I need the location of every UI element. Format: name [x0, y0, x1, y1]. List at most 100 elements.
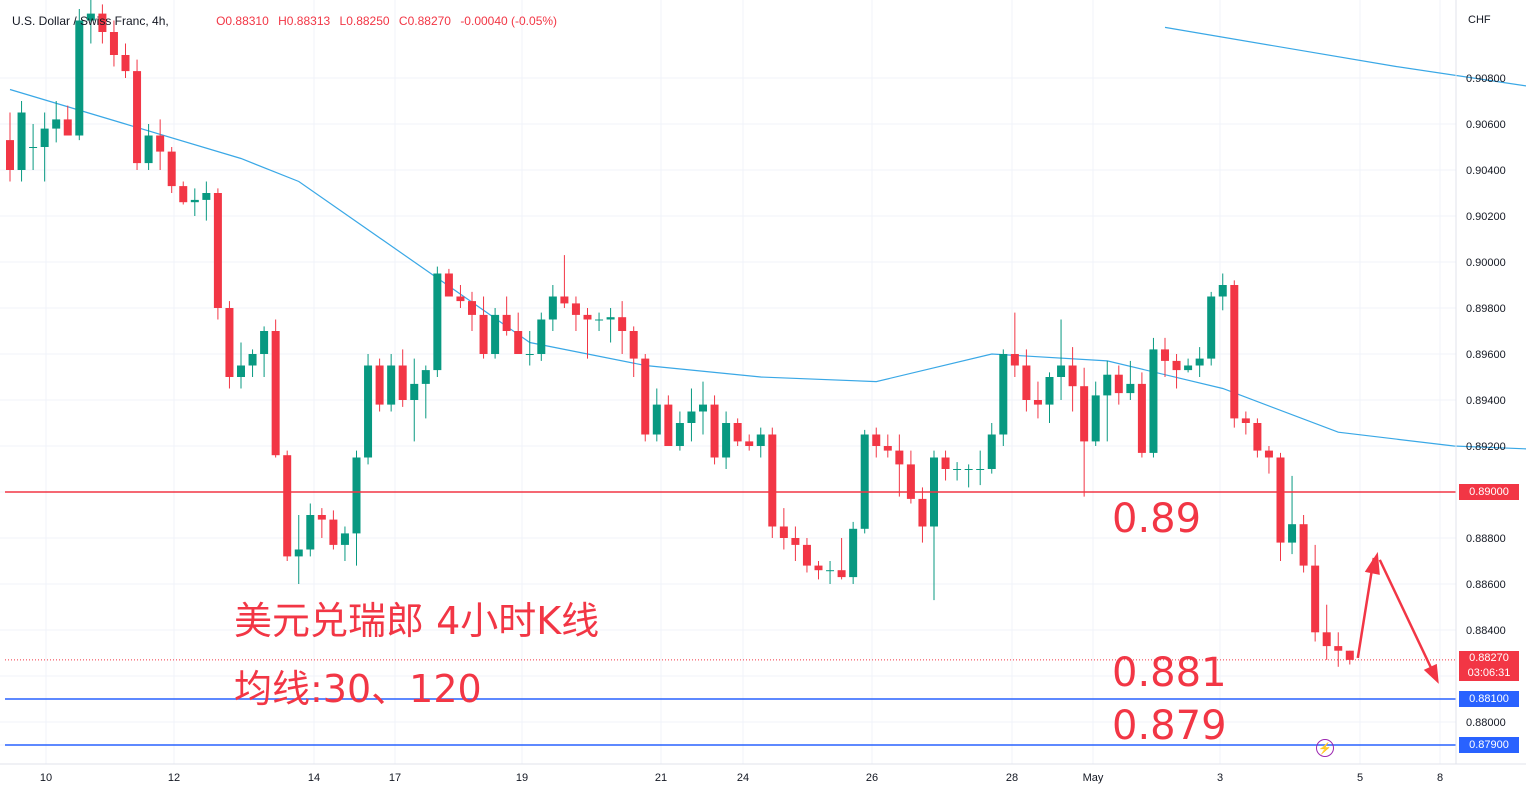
- candle-body: [1230, 285, 1239, 419]
- candle-body: [179, 186, 188, 203]
- candle-body: [86, 13, 95, 21]
- candle-body: [364, 365, 373, 458]
- candle-body: [283, 455, 292, 557]
- ma30-line: [9, 88, 1526, 450]
- candle-body: [225, 308, 234, 377]
- chart-title-annotation[interactable]: 美元兑瑞郎 4小时K线: [234, 599, 600, 643]
- candle-body: [791, 538, 800, 545]
- candle: [387, 354, 396, 412]
- candle: [40, 112, 49, 182]
- candle-body: [1276, 457, 1285, 543]
- forecast-arrows[interactable]: [1356, 551, 1439, 684]
- candle: [1126, 360, 1135, 400]
- candle: [6, 112, 14, 182]
- candle: [121, 43, 130, 78]
- candle: [225, 301, 234, 389]
- candle-body: [814, 565, 823, 571]
- candle-body: [1299, 524, 1308, 566]
- candle-body: [895, 450, 904, 465]
- candle-body: [1126, 383, 1135, 394]
- candle-body: [1045, 377, 1054, 405]
- time-tick-label: 3: [1217, 772, 1223, 784]
- candle-body: [514, 331, 523, 354]
- candle-body: [98, 13, 107, 33]
- candle-body: [1207, 296, 1216, 359]
- candle-body: [248, 354, 257, 366]
- candle-body: [595, 319, 604, 321]
- candle: [837, 538, 846, 580]
- candle: [190, 188, 199, 216]
- candle-body: [860, 434, 869, 529]
- candle: [167, 147, 176, 193]
- candle-body: [1218, 285, 1227, 297]
- level-089-annotation[interactable]: 0.89: [1112, 496, 1202, 542]
- arrow-up-head: [1364, 551, 1380, 575]
- candle: [791, 526, 800, 561]
- time-tick-label: May: [1083, 772, 1104, 784]
- horizontal-levels[interactable]: [5, 491, 1456, 746]
- candle: [768, 427, 777, 538]
- candle-body: [237, 365, 245, 377]
- candle-body: [444, 273, 453, 297]
- candle: [1299, 515, 1308, 573]
- candle: [17, 101, 26, 182]
- candle-body: [1195, 358, 1204, 366]
- lightning-icon[interactable]: ⚡: [1316, 739, 1334, 757]
- level-0881-annotation[interactable]: 0.881: [1112, 650, 1227, 696]
- high-value: H0.88313: [278, 14, 331, 28]
- candle: [364, 354, 373, 465]
- candle: [237, 342, 245, 389]
- candle-body: [468, 301, 476, 315]
- candle: [1045, 372, 1054, 423]
- candle: [548, 285, 557, 331]
- candle-body: [1161, 349, 1169, 361]
- candle: [883, 434, 892, 458]
- candle-body: [260, 331, 269, 354]
- time-tick-label: 19: [516, 772, 528, 784]
- candle-body: [1103, 374, 1112, 396]
- candle-body: [63, 119, 72, 136]
- candle: [618, 301, 627, 354]
- candle: [1230, 280, 1239, 428]
- candle: [1253, 418, 1262, 458]
- time-axis[interactable]: 10 12 14 17 19 21 24 26 28 May 3 5 8: [40, 772, 1443, 784]
- candle: [456, 285, 465, 308]
- candle-body: [1345, 650, 1354, 660]
- price-tag-0881: 0.88100: [1459, 691, 1519, 707]
- price-tick-label: 0.90800: [1466, 73, 1506, 85]
- candle-body: [548, 296, 557, 320]
- candle-body: [190, 199, 199, 203]
- candle-body: [1137, 383, 1146, 453]
- candle: [98, 4, 107, 44]
- candle: [294, 515, 303, 584]
- candle: [202, 181, 211, 221]
- candle: [1091, 381, 1100, 446]
- candle-body: [6, 140, 14, 170]
- candle: [375, 358, 384, 412]
- last-price-value: 0.88270: [1469, 652, 1509, 664]
- candle-body: [1184, 365, 1193, 371]
- candle: [814, 561, 823, 580]
- price-tick-label: 0.90200: [1466, 211, 1506, 223]
- ma120-line: [1164, 26, 1526, 87]
- candle-body: [1033, 400, 1042, 405]
- candle-body: [849, 528, 858, 578]
- level-0879-annotation[interactable]: 0.879: [1112, 703, 1227, 749]
- candle-body: [1334, 646, 1343, 651]
- candle: [1080, 367, 1089, 497]
- candle-body: [121, 55, 130, 72]
- candle-body: [167, 151, 176, 187]
- candle: [468, 291, 476, 331]
- symbol-name[interactable]: U.S. Dollar / Swiss Franc, 4h,: [12, 14, 169, 28]
- candle: [1322, 604, 1331, 660]
- time-tick-label: 24: [737, 772, 749, 784]
- candle-body: [560, 296, 569, 304]
- candle: [1288, 475, 1297, 555]
- ma-note-annotation[interactable]: 均线:30、120: [234, 667, 482, 711]
- candle-body: [1068, 365, 1077, 387]
- currency-label: CHF: [1468, 14, 1491, 26]
- moving-averages: [9, 26, 1526, 450]
- candle-body: [722, 423, 731, 458]
- candle-body: [491, 314, 500, 354]
